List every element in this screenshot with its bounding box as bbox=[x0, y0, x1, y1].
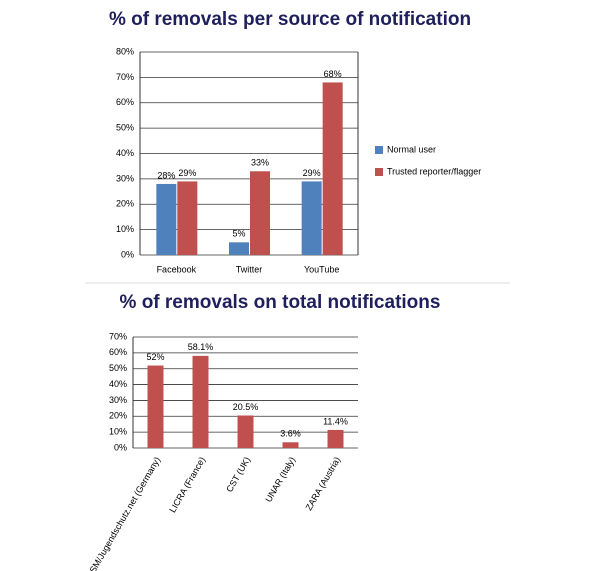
y-tick-label: 40% bbox=[116, 148, 134, 158]
legend-swatch bbox=[375, 146, 383, 154]
y-tick-label: 30% bbox=[109, 395, 127, 405]
x-tick-label: Twitter bbox=[236, 264, 263, 274]
value-label: 11.4% bbox=[323, 416, 348, 426]
y-tick-label: 60% bbox=[116, 97, 134, 107]
bar bbox=[177, 181, 198, 255]
chart-title: % of removals on total notifications bbox=[120, 292, 441, 313]
y-tick-label: 10% bbox=[116, 224, 134, 234]
y-tick-label: 20% bbox=[116, 199, 134, 209]
value-label: 58.1% bbox=[188, 342, 214, 352]
y-tick-label: 40% bbox=[109, 379, 127, 389]
y-tick-label: 80% bbox=[116, 46, 134, 56]
bar bbox=[147, 365, 164, 448]
y-tick-label: 20% bbox=[109, 411, 127, 421]
bar bbox=[282, 442, 299, 448]
value-label: 28% bbox=[157, 170, 175, 180]
y-tick-label: 70% bbox=[116, 72, 134, 82]
legend-label: Trusted reporter/flagger bbox=[387, 166, 481, 176]
bar bbox=[250, 171, 270, 255]
y-tick-label: 10% bbox=[109, 427, 127, 437]
x-tick-label: Facebook bbox=[157, 264, 197, 274]
y-tick-label: 0% bbox=[121, 249, 134, 259]
value-label: 33% bbox=[251, 158, 269, 168]
chart-title: % of removals per source of notification bbox=[109, 9, 471, 30]
x-tick-label: ZARA (Austria) bbox=[304, 455, 343, 512]
y-tick-label: 70% bbox=[109, 331, 127, 341]
bar bbox=[156, 183, 177, 255]
x-tick-label: LICRA (France) bbox=[167, 455, 207, 514]
value-label: 20.5% bbox=[233, 402, 259, 412]
y-tick-label: 0% bbox=[114, 442, 127, 452]
x-tick-label: FSM/Jugendschutz.net (Germany) bbox=[85, 455, 162, 571]
value-label: 52% bbox=[146, 352, 164, 362]
value-label: 5% bbox=[232, 229, 245, 239]
x-tick-label: UNAR (Italy) bbox=[263, 455, 297, 504]
y-tick-label: 50% bbox=[116, 123, 134, 133]
y-tick-label: 60% bbox=[109, 347, 127, 357]
legend-swatch bbox=[375, 168, 383, 176]
y-tick-label: 30% bbox=[116, 173, 134, 183]
y-tick-label: 50% bbox=[109, 363, 127, 373]
bar bbox=[229, 242, 249, 255]
value-label: 29% bbox=[178, 168, 196, 178]
value-label: 68% bbox=[324, 69, 342, 79]
value-label: 3.6% bbox=[280, 429, 301, 439]
bar bbox=[327, 429, 344, 448]
value-label: 29% bbox=[303, 168, 321, 178]
bar bbox=[301, 181, 322, 255]
x-tick-label: YouTube bbox=[304, 264, 339, 274]
bar bbox=[322, 82, 343, 255]
bar bbox=[192, 355, 209, 448]
bar bbox=[237, 415, 254, 448]
x-tick-label: CST (UK) bbox=[224, 455, 252, 494]
legend-label: Normal user bbox=[387, 144, 436, 154]
